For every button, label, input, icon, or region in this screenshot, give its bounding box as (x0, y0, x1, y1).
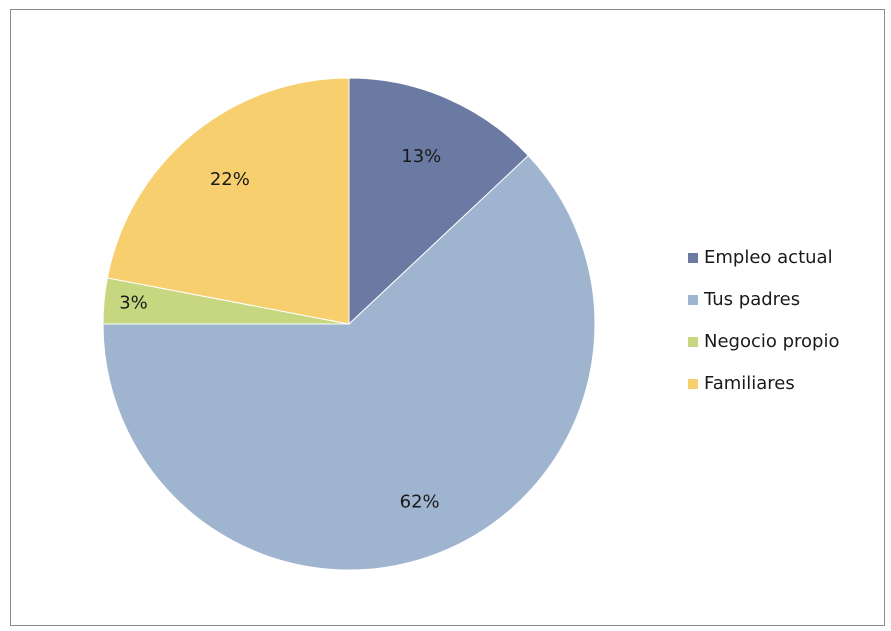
legend-item-tus-padres: Tus padres (688, 283, 840, 316)
legend-swatch (688, 378, 698, 389)
legend-item-familiares: Familiares (688, 367, 840, 400)
legend-item-empleo-actual: Empleo actual (688, 241, 840, 274)
legend-swatch (688, 252, 698, 263)
legend-label: Negocio propio (704, 331, 840, 352)
legend-swatch (688, 336, 698, 347)
data-label-familiares: 22% (210, 169, 250, 190)
data-label-empleo-actual: 13% (401, 146, 441, 167)
legend-label: Familiares (704, 373, 795, 394)
pie-slice-tus-padres (102, 154, 596, 571)
pie-data-labels: 13% 62% 3% 22% (119, 146, 441, 512)
legend-item-negocio-propio: Negocio propio (688, 325, 840, 358)
pie-slices (102, 77, 596, 571)
data-label-tus-padres: 62% (400, 491, 440, 512)
legend-label: Empleo actual (704, 247, 833, 268)
legend-label: Tus padres (704, 289, 801, 310)
pie-slice-familiares (106, 77, 350, 325)
pie-slice-empleo-actual (348, 77, 530, 326)
chart-legend: Empleo actual Tus padres Negocio propio Fam… (688, 241, 840, 409)
legend-swatch (688, 294, 698, 305)
data-label-negocio-propio: 3% (119, 293, 148, 314)
